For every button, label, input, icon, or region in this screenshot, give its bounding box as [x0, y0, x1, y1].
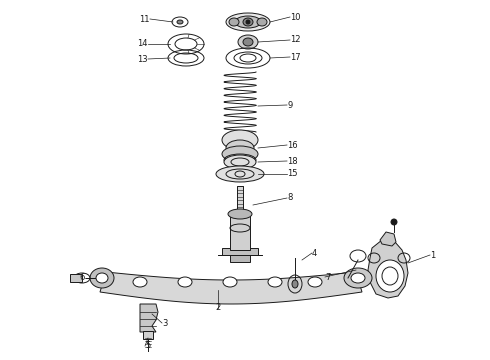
- Ellipse shape: [351, 273, 365, 283]
- Ellipse shape: [223, 277, 237, 287]
- Text: 10: 10: [290, 13, 300, 22]
- Ellipse shape: [246, 20, 250, 24]
- Text: 9: 9: [287, 100, 292, 109]
- Polygon shape: [368, 240, 408, 298]
- Text: 3: 3: [162, 319, 168, 328]
- Bar: [70, 274, 82, 282]
- Ellipse shape: [292, 280, 298, 288]
- Ellipse shape: [226, 140, 254, 156]
- Ellipse shape: [344, 268, 372, 288]
- Polygon shape: [140, 304, 158, 332]
- Polygon shape: [218, 255, 262, 262]
- Ellipse shape: [229, 18, 239, 26]
- Ellipse shape: [178, 277, 192, 287]
- Ellipse shape: [216, 166, 264, 182]
- Ellipse shape: [376, 260, 404, 292]
- Text: 6: 6: [79, 274, 85, 283]
- Ellipse shape: [224, 155, 256, 169]
- Text: 11: 11: [140, 14, 150, 23]
- Text: 1: 1: [430, 251, 435, 260]
- Bar: [230, 214, 250, 250]
- Ellipse shape: [308, 277, 322, 287]
- Ellipse shape: [90, 268, 114, 288]
- Text: 14: 14: [138, 40, 148, 49]
- Text: 7: 7: [325, 273, 330, 282]
- Ellipse shape: [391, 219, 397, 225]
- Text: 5: 5: [145, 342, 150, 351]
- Text: 17: 17: [290, 53, 301, 62]
- Text: 2: 2: [216, 303, 220, 312]
- Text: 4: 4: [312, 248, 317, 257]
- Ellipse shape: [222, 130, 258, 150]
- Bar: [143, 331, 153, 339]
- Polygon shape: [222, 248, 258, 255]
- Ellipse shape: [243, 38, 253, 46]
- Ellipse shape: [228, 209, 252, 219]
- Bar: [237, 186, 243, 214]
- Ellipse shape: [96, 273, 108, 283]
- Text: 15: 15: [287, 170, 297, 179]
- Polygon shape: [380, 232, 396, 246]
- Text: 13: 13: [137, 54, 148, 63]
- Text: 18: 18: [287, 157, 297, 166]
- Text: 16: 16: [287, 140, 297, 149]
- Ellipse shape: [226, 13, 270, 31]
- Ellipse shape: [268, 277, 282, 287]
- Ellipse shape: [235, 16, 261, 28]
- Ellipse shape: [222, 146, 258, 162]
- Text: 12: 12: [290, 36, 300, 45]
- Ellipse shape: [177, 20, 183, 24]
- Text: 8: 8: [287, 194, 293, 202]
- Ellipse shape: [257, 18, 267, 26]
- Ellipse shape: [243, 18, 253, 26]
- Polygon shape: [100, 272, 362, 304]
- Ellipse shape: [133, 277, 147, 287]
- Ellipse shape: [238, 35, 258, 49]
